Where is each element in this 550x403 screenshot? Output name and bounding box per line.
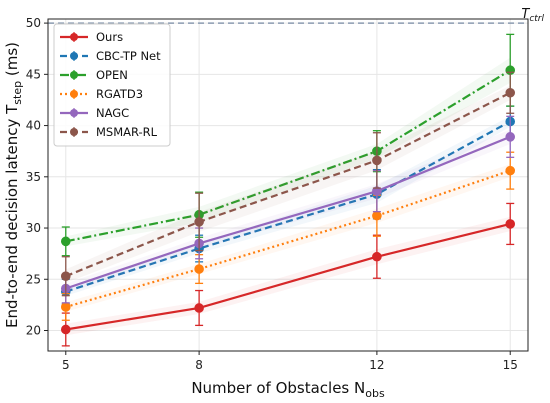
y-tick-label-5: 45 bbox=[26, 67, 41, 81]
series-line-5 bbox=[65, 91, 511, 278]
series-band-2 bbox=[65, 57, 511, 247]
y-tick-label-1: 25 bbox=[26, 272, 41, 286]
data-point-0-1 bbox=[194, 303, 204, 313]
x-tick-label-3: 15 bbox=[503, 358, 518, 372]
x-tick-label-0: 5 bbox=[62, 358, 70, 372]
reference-layer: Tctrl bbox=[48, 7, 544, 24]
legend-label-3: RGATD3 bbox=[96, 87, 143, 101]
x-axis-label-sub: obs bbox=[365, 387, 385, 400]
y-tick-label-6: 50 bbox=[26, 16, 41, 30]
legend-marker-1 bbox=[70, 52, 78, 60]
legend-item-3: RGATD3 bbox=[60, 87, 143, 101]
series-line-1 bbox=[65, 120, 511, 293]
series-line-0 bbox=[65, 222, 511, 331]
reference-label-main: T bbox=[521, 7, 530, 22]
y-axis-label: End-to-end decision latency Tstep (ms) bbox=[3, 42, 24, 328]
x-axis-label: Number of Obstacles Nobs bbox=[191, 379, 385, 400]
tick-layer: 5 8 12 15 20 25 30 35 40 45 50 bbox=[26, 16, 518, 372]
legend-item-5: MSMAR-RL bbox=[60, 125, 158, 139]
data-point-0-3 bbox=[505, 219, 516, 229]
data-point-4-3 bbox=[505, 132, 516, 142]
legend-label-0: Ours bbox=[96, 30, 123, 44]
legend-marker-0 bbox=[70, 33, 78, 41]
legend-marker-4 bbox=[70, 109, 78, 117]
legend-marker-3 bbox=[70, 90, 78, 98]
x-axis-label-main: Number of Obstacles N bbox=[191, 379, 365, 397]
reference-line-label: Tctrl bbox=[521, 7, 544, 24]
y-tick-label-2: 30 bbox=[26, 221, 41, 235]
legend-label-4: NAGC bbox=[96, 106, 129, 120]
data-point-0-0 bbox=[60, 324, 71, 335]
legend-label-1: CBC-TP Net bbox=[96, 49, 161, 63]
legend-item-2: OPEN bbox=[60, 68, 128, 82]
y-axis-label-unit: (ms) bbox=[3, 42, 21, 81]
data-point-3-1 bbox=[194, 264, 204, 274]
data-point-3-3 bbox=[505, 165, 516, 176]
y-tick-label-3: 35 bbox=[26, 170, 41, 184]
data-point-5-2 bbox=[372, 155, 382, 166]
series-band-5 bbox=[65, 85, 511, 284]
series-5 bbox=[60, 71, 516, 297]
y-axis-label-main: End-to-end decision latency T bbox=[3, 104, 21, 328]
data-point-5-1 bbox=[194, 217, 204, 227]
legend-label-5: MSMAR-RL bbox=[96, 125, 158, 139]
data-point-0-2 bbox=[372, 251, 382, 262]
series-layer bbox=[60, 33, 516, 347]
series-4 bbox=[60, 115, 516, 304]
data-point-5-0 bbox=[60, 271, 71, 281]
data-point-3-2 bbox=[372, 210, 382, 221]
series-line-4 bbox=[65, 135, 511, 290]
legend-item-4: NAGC bbox=[60, 106, 129, 120]
plot-frame bbox=[47, 18, 529, 352]
data-point-5-3 bbox=[505, 87, 516, 98]
legend-item-0: Ours bbox=[60, 30, 123, 44]
legend: Ours CBC-TP Net OPEN RGATD3 NAGC MSMAR-RL bbox=[53, 23, 171, 147]
reference-label-sub: ctrl bbox=[529, 14, 544, 24]
x-tick-label-1: 8 bbox=[195, 358, 203, 372]
y-tick-label-4: 40 bbox=[26, 119, 41, 133]
series-band-0 bbox=[65, 216, 511, 336]
legend-item-1: CBC-TP Net bbox=[60, 49, 161, 63]
legend-marker-5 bbox=[70, 128, 78, 136]
y-axis-label-sub: step bbox=[11, 81, 24, 105]
series-band-4 bbox=[65, 129, 511, 294]
series-line-3 bbox=[65, 169, 511, 308]
legend-marker-2 bbox=[70, 71, 78, 79]
legend-box bbox=[53, 23, 171, 147]
legend-label-2: OPEN bbox=[96, 68, 128, 82]
data-point-2-0 bbox=[60, 236, 71, 247]
x-tick-label-2: 12 bbox=[369, 358, 384, 372]
data-point-3-0 bbox=[60, 302, 71, 312]
y-tick-label-0: 20 bbox=[26, 324, 41, 338]
